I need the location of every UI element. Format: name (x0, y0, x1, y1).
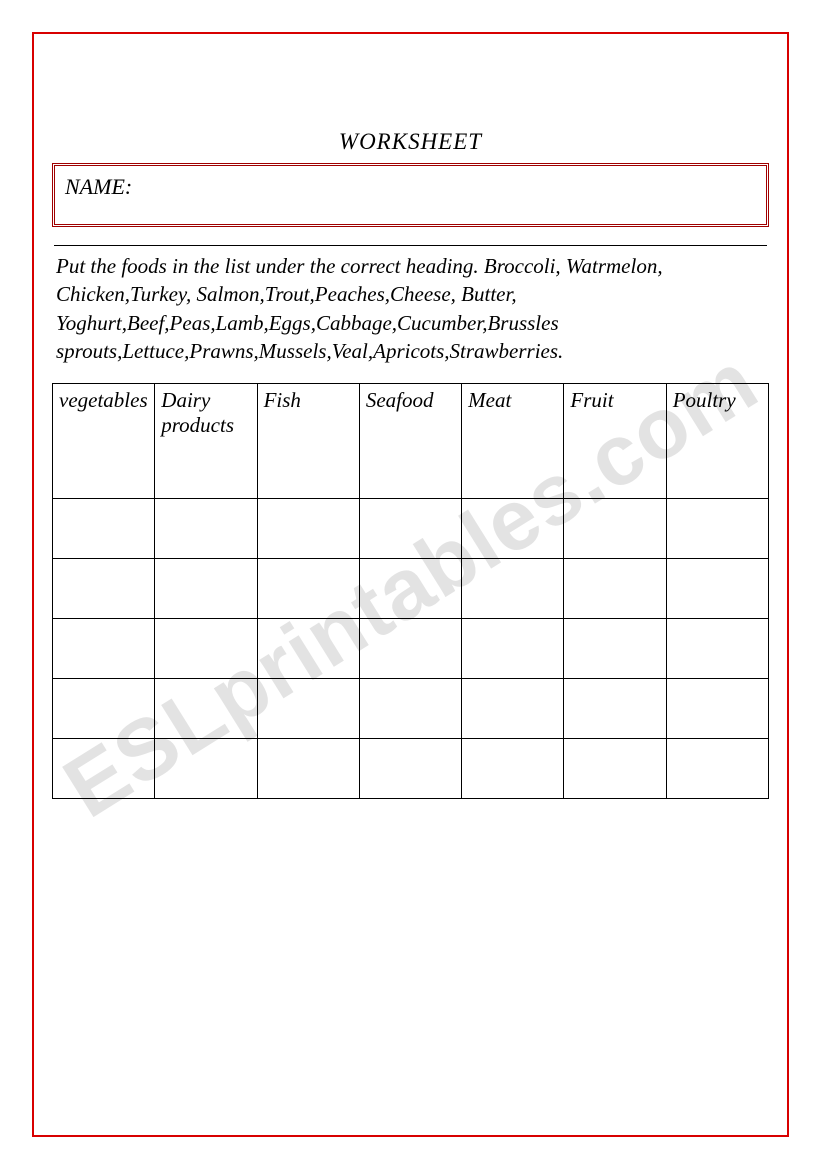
col-vegetables: vegetables (53, 384, 155, 499)
name-field-box[interactable]: NAME: (52, 163, 769, 227)
cell[interactable] (155, 739, 257, 799)
instructions-text: Put the foods in the list under the corr… (52, 252, 769, 365)
worksheet-title: WORKSHEET (52, 129, 769, 155)
table-row (53, 619, 769, 679)
cell[interactable] (53, 739, 155, 799)
cell[interactable] (462, 679, 564, 739)
cell[interactable] (564, 619, 666, 679)
cell[interactable] (564, 559, 666, 619)
cell[interactable] (462, 619, 564, 679)
col-fish: Fish (257, 384, 359, 499)
name-label: NAME: (65, 174, 132, 199)
col-fruit: Fruit (564, 384, 666, 499)
page-border: WORKSHEET NAME: Put the foods in the lis… (32, 32, 789, 1137)
cell[interactable] (564, 739, 666, 799)
cell[interactable] (155, 619, 257, 679)
cell[interactable] (666, 499, 768, 559)
cell[interactable] (462, 559, 564, 619)
cell[interactable] (359, 739, 461, 799)
cell[interactable] (257, 499, 359, 559)
cell[interactable] (257, 739, 359, 799)
cell[interactable] (155, 559, 257, 619)
table-row (53, 679, 769, 739)
cell[interactable] (257, 559, 359, 619)
cell[interactable] (564, 499, 666, 559)
cell[interactable] (359, 619, 461, 679)
page-content: WORKSHEET NAME: Put the foods in the lis… (34, 34, 787, 819)
cell[interactable] (666, 619, 768, 679)
cell[interactable] (53, 679, 155, 739)
cell[interactable] (257, 619, 359, 679)
cell[interactable] (155, 679, 257, 739)
cell[interactable] (359, 559, 461, 619)
cell[interactable] (462, 739, 564, 799)
cell[interactable] (666, 679, 768, 739)
col-dairy: Dairy products (155, 384, 257, 499)
col-meat: Meat (462, 384, 564, 499)
cell[interactable] (666, 559, 768, 619)
col-poultry: Poultry (666, 384, 768, 499)
cell[interactable] (564, 679, 666, 739)
col-seafood: Seafood (359, 384, 461, 499)
cell[interactable] (462, 499, 564, 559)
food-categories-table: vegetables Dairy products Fish Seafood M… (52, 383, 769, 799)
cell[interactable] (53, 559, 155, 619)
table-row (53, 739, 769, 799)
divider-line (54, 245, 767, 246)
cell[interactable] (155, 499, 257, 559)
table-row (53, 559, 769, 619)
cell[interactable] (359, 679, 461, 739)
cell[interactable] (359, 499, 461, 559)
cell[interactable] (53, 619, 155, 679)
table-header-row: vegetables Dairy products Fish Seafood M… (53, 384, 769, 499)
table-body (53, 499, 769, 799)
cell[interactable] (257, 679, 359, 739)
cell[interactable] (53, 499, 155, 559)
table-row (53, 499, 769, 559)
cell[interactable] (666, 739, 768, 799)
